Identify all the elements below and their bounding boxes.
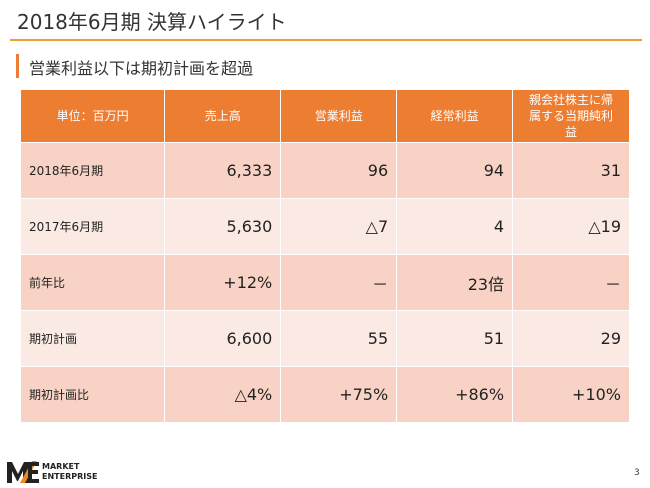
results-table: 単位：百万円 売上高 営業利益 経常利益 親会社株主に帰属する当期純利益 201… <box>21 90 630 422</box>
table-cell: +75% <box>280 366 398 422</box>
table-cell: 4 <box>396 198 514 255</box>
row-label: 期初計画 <box>21 310 166 367</box>
table-cell: 31 <box>512 142 630 199</box>
table-cell: － <box>512 254 630 311</box>
table-cell: 23倍 <box>396 254 514 311</box>
row-label: 2018年6月期 <box>21 142 166 199</box>
table-cell: － <box>280 254 398 311</box>
header-net-income: 親会社株主に帰属する当期純利益 <box>512 90 630 143</box>
subtitle: 営業利益以下は期初計画を超過 <box>29 59 254 78</box>
row-label: 期初計画比 <box>21 366 166 422</box>
header-operating-profit: 営業利益 <box>280 90 398 143</box>
table-cell: 94 <box>396 142 514 199</box>
row-label: 2017年6月期 <box>21 198 166 255</box>
page-number: 3 <box>634 468 640 478</box>
table-cell: 51 <box>396 310 514 367</box>
table-row: 2018年6月期 6,333 96 94 31 <box>21 142 630 199</box>
market-enterprise-logo <box>7 461 39 483</box>
table-cell: 6,600 <box>164 310 282 367</box>
brand-line2: ENTERPRISE <box>42 472 98 481</box>
table-row: 前年比 +12% － 23倍－ <box>21 254 630 311</box>
table-cell: 55 <box>280 310 398 367</box>
row-label: 前年比 <box>21 254 166 311</box>
table-cell: 6,333 <box>164 142 282 199</box>
table-cell: 96 <box>280 142 398 199</box>
table-cell: +12% <box>164 254 282 311</box>
table-header: 単位：百万円 売上高 営業利益 経常利益 親会社株主に帰属する当期純利益 <box>21 90 630 143</box>
title-divider <box>10 39 642 41</box>
table-row: 期初計画 6,600 55 51 29 <box>21 310 630 367</box>
table-row: 2017年6月期 5,630 △7 4 △19 <box>21 198 630 255</box>
table-cell: △4% <box>164 366 282 422</box>
table-cell: 5,630 <box>164 198 282 255</box>
brand-name: MARKET ENTERPRISE <box>42 462 97 482</box>
table-cell: +86% <box>396 366 514 422</box>
table-cell: 29 <box>512 310 630 367</box>
brand-line1: MARKET <box>42 462 80 471</box>
table-cell: △7 <box>280 198 398 255</box>
table-cell: △19 <box>512 198 630 255</box>
table-cell: +10% <box>512 366 630 422</box>
header-unit: 単位：百万円 <box>21 90 166 143</box>
header-ordinary-profit: 経常利益 <box>396 90 514 143</box>
subtitle-accent-bar <box>16 54 19 78</box>
table-row: 期初計画比 △4% +75% +86% +10% <box>21 366 630 422</box>
page-title: 2018年6月期 決算ハイライト <box>17 10 287 34</box>
header-sales: 売上高 <box>164 90 282 143</box>
